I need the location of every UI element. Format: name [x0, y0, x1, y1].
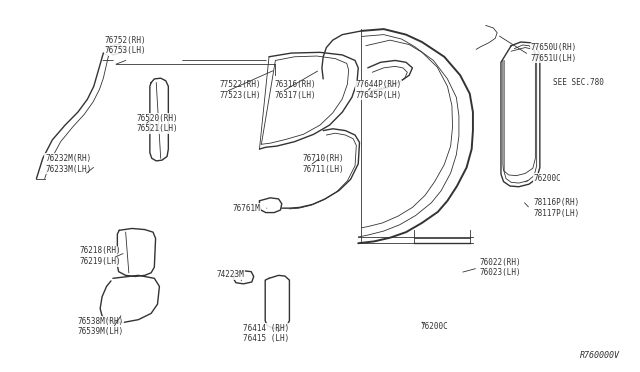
Text: 78116P(RH)
78117P(LH): 78116P(RH) 78117P(LH): [534, 198, 580, 218]
Text: 76710(RH)
76711(LH): 76710(RH) 76711(LH): [302, 154, 344, 174]
Text: 77522(RH)
77523(LH): 77522(RH) 77523(LH): [220, 80, 261, 100]
Text: 76752(RH)
76753(LH): 76752(RH) 76753(LH): [105, 36, 147, 55]
Text: 77650U(RH)
77651U(LH): 77650U(RH) 77651U(LH): [531, 44, 577, 63]
Text: 76022(RH)
76023(LH): 76022(RH) 76023(LH): [479, 257, 521, 277]
Text: SEE SEC.780: SEE SEC.780: [552, 78, 604, 87]
Text: 76414 (RH)
76415 (LH): 76414 (RH) 76415 (LH): [243, 324, 289, 343]
Text: 76200C: 76200C: [534, 174, 561, 183]
Text: 76200C: 76200C: [421, 322, 449, 331]
Text: 76538M(RH)
76539M(LH): 76538M(RH) 76539M(LH): [77, 317, 124, 336]
Text: R760000V: R760000V: [579, 351, 620, 360]
Text: 76520(RH)
76521(LH): 76520(RH) 76521(LH): [137, 113, 179, 133]
Text: 76316(RH)
76317(LH): 76316(RH) 76317(LH): [275, 80, 317, 100]
Text: 76232M(RH)
76233M(LH): 76232M(RH) 76233M(LH): [45, 154, 92, 174]
Text: 74223M: 74223M: [217, 270, 244, 279]
Text: 76761M: 76761M: [233, 203, 260, 213]
Text: 76218(RH)
76219(LH): 76218(RH) 76219(LH): [79, 247, 121, 266]
Text: 77644P(RH)
77645P(LH): 77644P(RH) 77645P(LH): [355, 80, 402, 100]
